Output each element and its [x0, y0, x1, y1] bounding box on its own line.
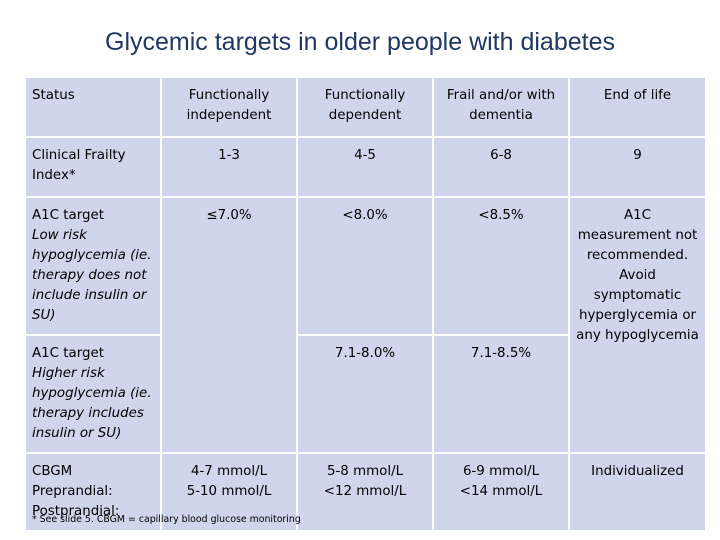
frailty-end-of-life: 9 — [568, 136, 707, 198]
cbgm-independent-pre: 4-7 mmol/L — [190, 464, 268, 479]
frailty-dependent: 4-5 — [296, 136, 434, 198]
cbgm-frail: 6-9 mmol/L <14 mmol/L — [432, 452, 570, 532]
table-row-header: Status Functionally independent Function… — [24, 76, 707, 138]
header-functionally-dependent: Functionally dependent — [296, 76, 434, 138]
frailty-frail: 6-8 — [432, 136, 570, 198]
table-row-frailty: Clinical Frailty Index* 1-3 4-5 6-8 9 — [24, 136, 707, 198]
frailty-independent: 1-3 — [160, 136, 298, 198]
cbgm-postprandial-label: Postprandial: — [32, 504, 120, 519]
cbgm-preprandial-label: Preprandial: — [32, 484, 113, 499]
a1c-low-risk-label-cell: A1C target Low risk hypoglycemia (ie. th… — [24, 196, 162, 336]
header-functionally-independent: Functionally independent — [160, 76, 298, 138]
table-row-a1c-low-risk: A1C target Low risk hypoglycemia (ie. th… — [24, 196, 707, 454]
header-status: Status — [24, 76, 162, 138]
a1c-end-of-life: A1C measurement not recommended. Avoid s… — [568, 196, 707, 454]
a1c-low-risk-label: A1C target — [32, 208, 105, 223]
glycemic-targets-table: Status Functionally independent Function… — [24, 76, 707, 532]
cbgm-independent-post: 5-10 mmol/L — [186, 484, 272, 499]
cbgm-independent: 4-7 mmol/L 5-10 mmol/L — [160, 452, 298, 532]
a1c-high-risk-sublabel: Higher risk hypoglycemia (ie. therapy in… — [32, 366, 152, 441]
header-end-of-life: End of life — [568, 76, 707, 138]
cbgm-dependent: 5-8 mmol/L <12 mmol/L — [296, 452, 434, 532]
cbgm-dependent-pre: 5-8 mmol/L — [326, 464, 404, 479]
cbgm-frail-pre: 6-9 mmol/L — [462, 464, 540, 479]
cbgm-end-of-life: Individualized — [568, 452, 707, 532]
a1c-high-risk-label-cell: A1C target Higher risk hypoglycemia (ie.… — [24, 334, 162, 454]
slide-title: Glycemic targets in older people with di… — [105, 28, 615, 56]
cbgm-label: CBGM — [32, 464, 73, 479]
a1c-high-risk-dependent: 7.1-8.0% — [296, 334, 434, 454]
a1c-low-risk-dependent: <8.0% — [296, 196, 434, 336]
cbgm-frail-post: <14 mmol/L — [459, 484, 543, 499]
a1c-high-risk-label: A1C target — [32, 346, 105, 361]
table-row-cbgm: CBGM Preprandial: Postprandial: 4-7 mmol… — [24, 452, 707, 532]
frailty-label: Clinical Frailty Index* — [24, 136, 162, 198]
header-frail-dementia: Frail and/or with dementia — [432, 76, 570, 138]
table-row-a1c-high-risk: A1C target Higher risk hypoglycemia (ie.… — [24, 334, 706, 454]
a1c-high-risk-frail: 7.1-8.5% — [432, 334, 570, 454]
cbgm-label-cell: CBGM Preprandial: Postprandial: — [24, 452, 162, 532]
a1c-low-risk-frail: <8.5% — [432, 196, 570, 336]
footnote: * See slide 5. CBGM = capillary blood gl… — [32, 514, 301, 525]
a1c-independent: ≤7.0% — [160, 196, 298, 454]
a1c-low-risk-sublabel: Low risk hypoglycemia (ie. therapy does … — [32, 228, 152, 323]
cbgm-dependent-post: <12 mmol/L — [323, 484, 407, 499]
